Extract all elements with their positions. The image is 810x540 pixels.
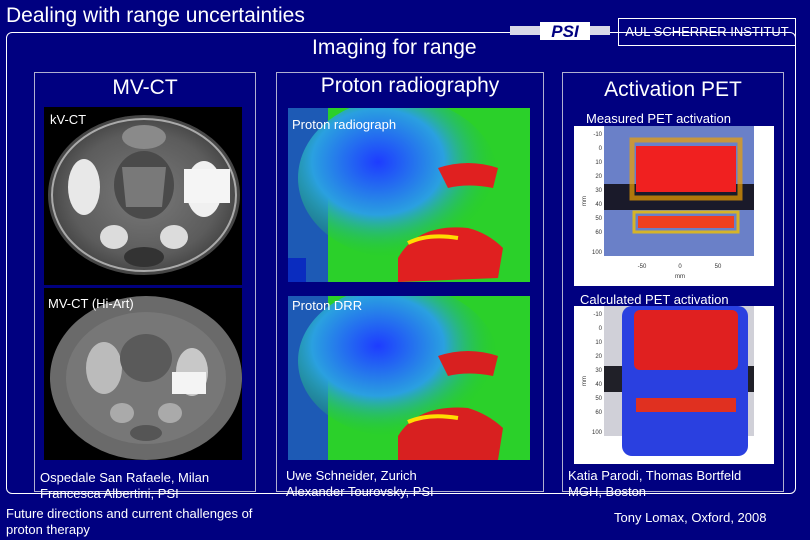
calculated-pet-ytick: 60 — [595, 410, 602, 416]
measured-pet-ytick: 20 — [595, 174, 602, 180]
footer-line: Future directions and current challenges… — [6, 506, 253, 521]
calculated-pet-ytick: 50 — [595, 396, 602, 402]
logo-text: PSI — [551, 22, 580, 40]
calculated-pet-image: -10 0 10 20 30 40 50 60 100 mm — [574, 306, 774, 464]
proton-radiograph-image — [288, 108, 530, 282]
mv-ct-label: MV-CT (Hi-Art) — [48, 296, 134, 311]
credit-line: Francesca Albertini, PSI — [40, 486, 179, 501]
measured-pet-xtick: -50 — [638, 264, 647, 270]
measured-pet-ytick: 40 — [595, 202, 602, 208]
calculated-pet-ytick: -10 — [593, 312, 602, 318]
column-activation-pet — [562, 72, 784, 492]
footer-left: Future directions and current challenges… — [6, 506, 252, 538]
institute-name: AUL SCHERRER INSTITUT — [618, 18, 796, 46]
footer-line: proton therapy — [6, 522, 90, 537]
measured-pet-label: Measured PET activation — [586, 111, 731, 126]
footer-right: Tony Lomax, Oxford, 2008 — [614, 510, 767, 525]
calculated-pet-yunit: mm — [582, 376, 588, 386]
measured-pet-ytick: 10 — [595, 160, 602, 166]
credit-mv-ct: Ospedale San Rafaele, Milan Francesca Al… — [40, 470, 209, 502]
column-heading-activation-pet: Activation PET — [604, 78, 742, 101]
credit-line: Alexander Tourovsky, PSI — [286, 484, 434, 499]
column-mv-ct — [34, 72, 256, 492]
column-heading-proton-radiography: Proton radiography — [320, 74, 500, 97]
kv-ct-image — [44, 107, 242, 285]
measured-pet-ytick: 50 — [595, 216, 602, 222]
measured-pet-ytick: 30 — [595, 188, 602, 194]
proton-drr-label: Proton DRR — [292, 298, 363, 313]
proton-drr-image — [288, 296, 530, 460]
calculated-pet-ytick: 0 — [599, 326, 603, 332]
calculated-pet-ytick: 20 — [595, 354, 602, 360]
calculated-pet-ytick: 10 — [595, 340, 602, 346]
credit-line: MGH, Boston — [568, 484, 647, 499]
calculated-pet-ytick: 100 — [592, 430, 603, 436]
measured-pet-xunit: mm — [675, 274, 685, 280]
measured-pet-image: -10 0 10 20 30 40 50 60 100 -50 0 50 mm … — [574, 126, 774, 286]
slide-subtitle: Imaging for range — [312, 36, 477, 59]
slide-title: Dealing with range uncertainties — [6, 4, 305, 27]
measured-pet-ytick: 0 — [599, 146, 603, 152]
credit-proton-radiography: Uwe Schneider, Zurich Alexander Tourovsk… — [286, 468, 434, 500]
measured-pet-xtick: 50 — [715, 264, 722, 270]
credit-line: Ospedale San Rafaele, Milan — [40, 470, 210, 485]
psi-logo-icon: PSI — [510, 22, 610, 40]
credit-activation-pet: Katia Parodi, Thomas Bortfeld MGH, Bosto… — [568, 468, 741, 500]
credit-line: Uwe Schneider, Zurich — [286, 468, 417, 483]
measured-pet-ytick: 60 — [595, 230, 602, 236]
proton-radiograph-label: Proton radiograph — [292, 117, 397, 132]
measured-pet-xtick: 0 — [678, 264, 682, 270]
mv-ct-image — [44, 288, 242, 460]
calculated-pet-label: Calculated PET activation — [580, 292, 729, 307]
kv-ct-label: kV-CT — [50, 112, 87, 127]
column-proton-radiography — [276, 72, 544, 492]
measured-pet-yunit: mm — [582, 196, 588, 206]
measured-pet-ytick: -10 — [593, 132, 602, 138]
calculated-pet-ytick: 30 — [595, 368, 602, 374]
slide-frame — [6, 32, 796, 494]
column-heading-mv-ct: MV-CT — [112, 76, 178, 99]
measured-pet-ytick: 100 — [592, 250, 603, 256]
calculated-pet-ytick: 40 — [595, 382, 602, 388]
credit-line: Katia Parodi, Thomas Bortfeld — [568, 468, 742, 483]
